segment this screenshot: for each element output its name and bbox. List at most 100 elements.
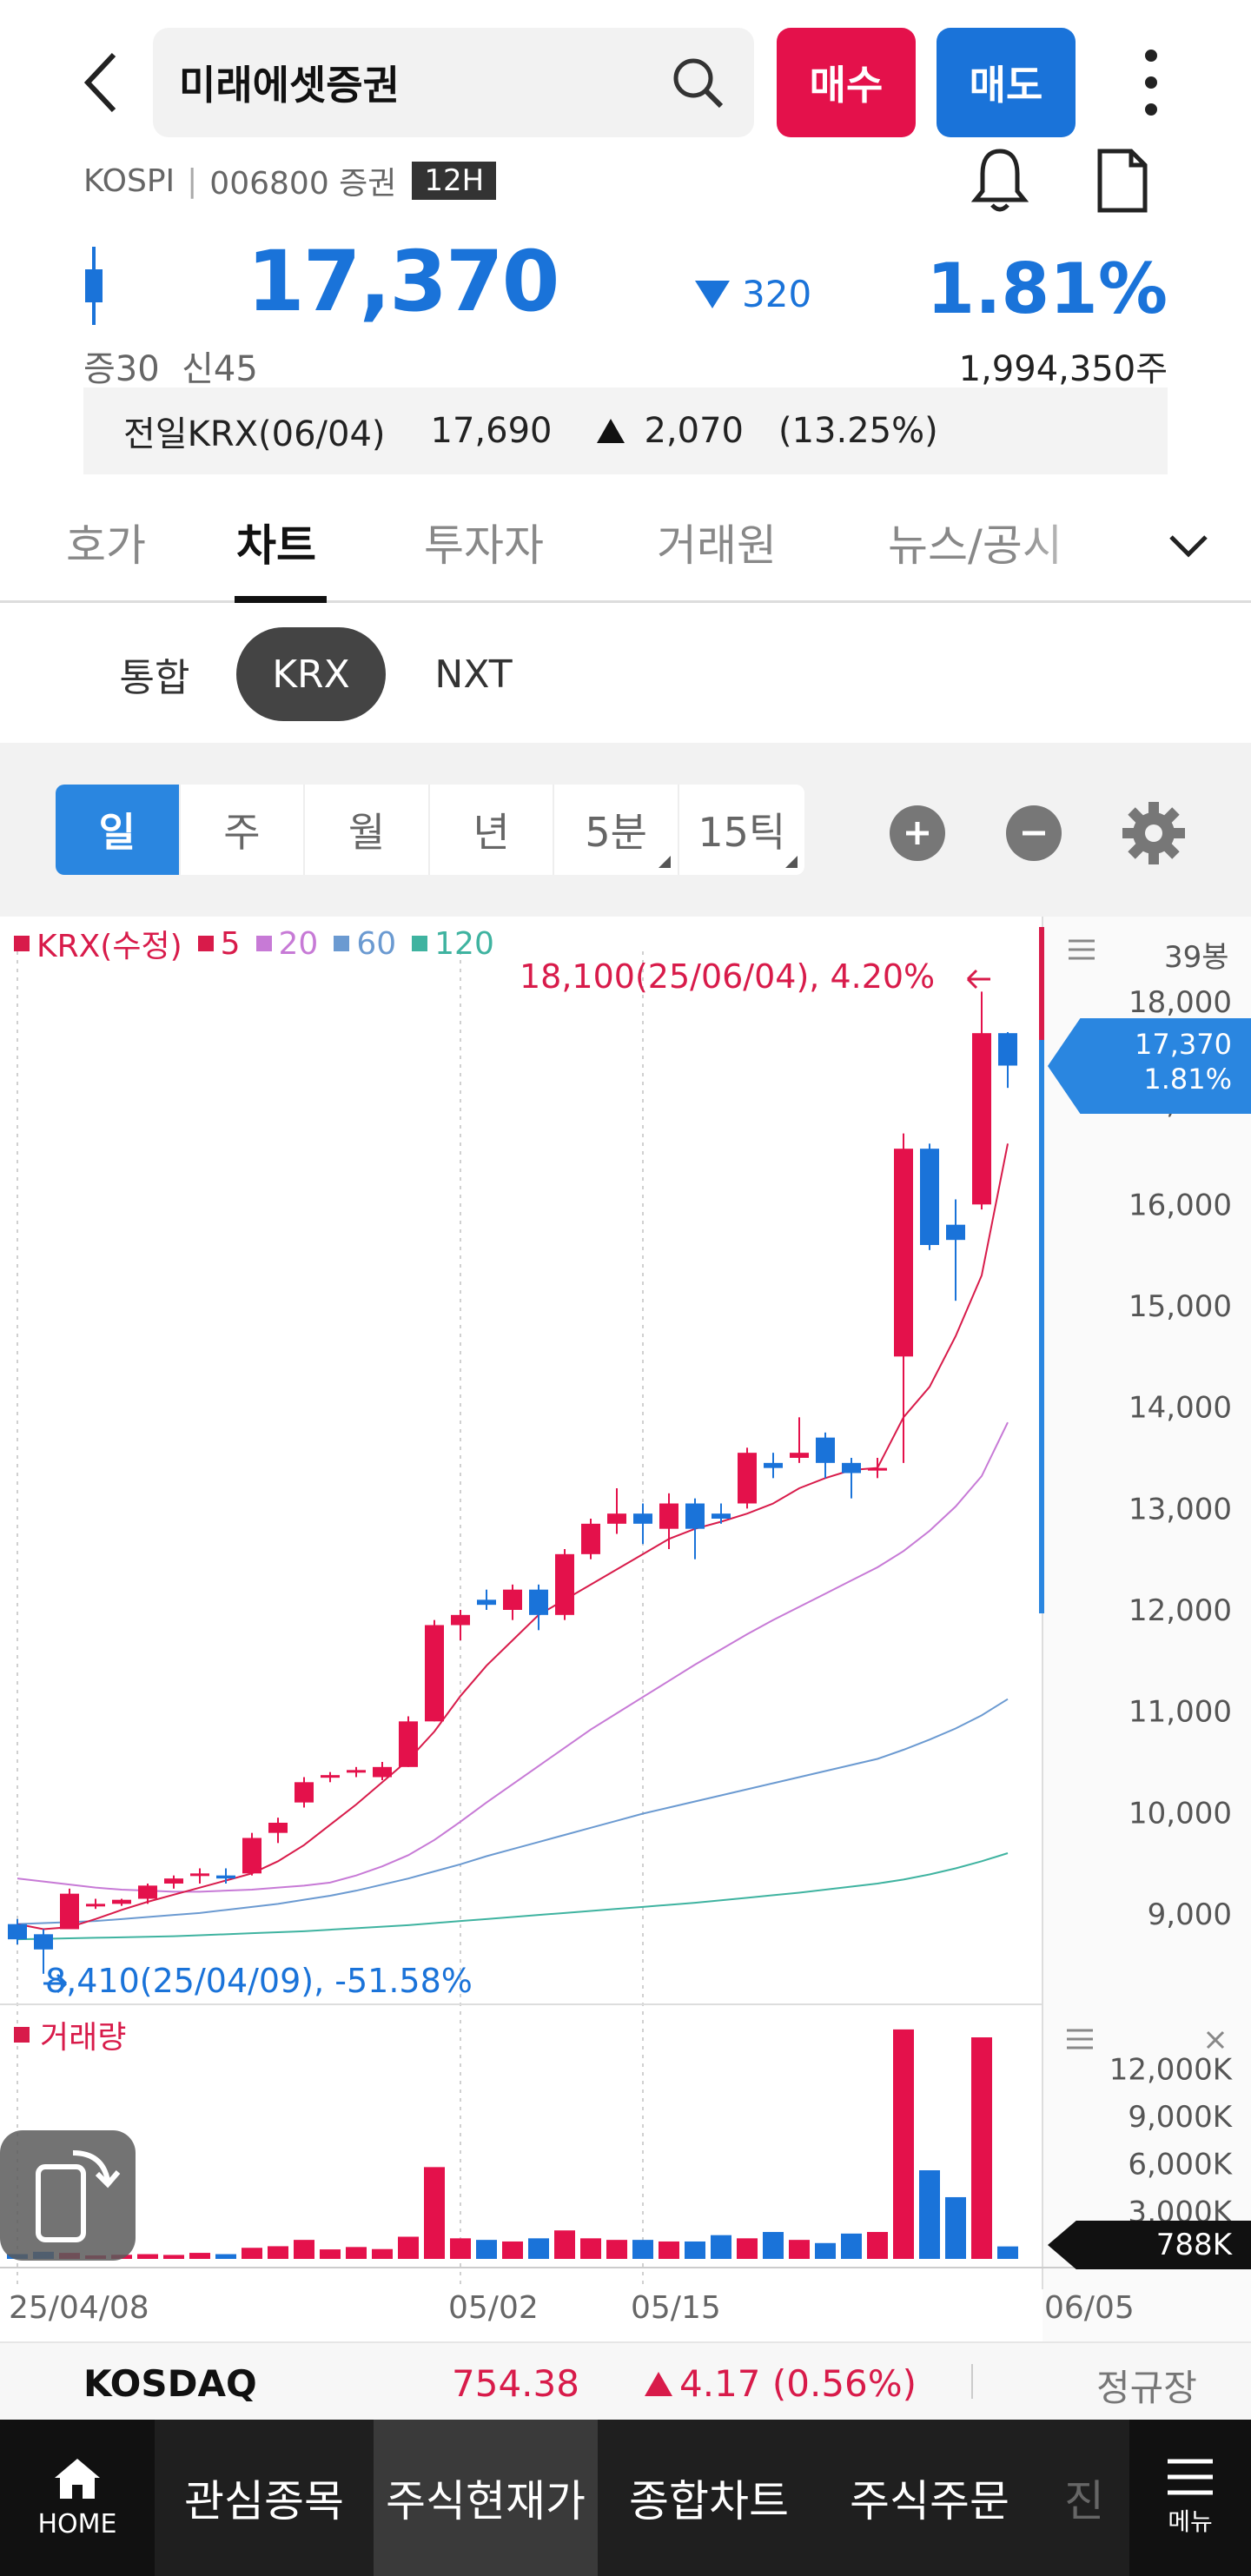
tab-broker[interactable]: 거래원 bbox=[657, 520, 777, 571]
prev-change: 2,070 bbox=[644, 411, 744, 451]
period-year[interactable]: 년 bbox=[430, 785, 555, 875]
down-triangle-icon bbox=[695, 280, 730, 308]
candle-body bbox=[894, 1149, 913, 1357]
dropdown-corner-icon bbox=[784, 856, 798, 868]
active-tab-indicator bbox=[235, 596, 327, 603]
more-vertical-icon[interactable] bbox=[1129, 43, 1173, 122]
tab-investor[interactable]: 투자자 bbox=[424, 520, 544, 571]
nav-menu-label: 메뉴 bbox=[1168, 2507, 1213, 2536]
price-tick-label: 18,000 bbox=[1129, 985, 1232, 1020]
volume-bar bbox=[502, 2241, 523, 2259]
volume-bar bbox=[945, 2196, 966, 2259]
detail-tabs: 호가 차트 투자자 거래원 뉴스/공시 bbox=[0, 487, 1251, 603]
volume-bar bbox=[294, 2240, 314, 2259]
zoom-in-button[interactable] bbox=[890, 805, 945, 861]
volume-tick-label: 12,000K bbox=[1109, 2052, 1234, 2087]
chevron-down-icon[interactable] bbox=[1166, 523, 1211, 568]
high-annotation: 18,100(25/06/04), 4.20% bbox=[520, 957, 936, 996]
volume-title: 거래량 bbox=[14, 2012, 126, 2057]
candle-body bbox=[816, 1437, 835, 1463]
period-week[interactable]: 주 bbox=[181, 785, 306, 875]
candle-body bbox=[946, 1224, 965, 1241]
volume-bar bbox=[215, 2254, 236, 2259]
period-minute-label: 5분 bbox=[585, 809, 647, 856]
price-tick-label: 13,000 bbox=[1129, 1492, 1232, 1526]
nav-home[interactable]: HOME bbox=[0, 2420, 155, 2576]
candle-chart[interactable]: 9,000 10,000 11,000 12,000 13,000 14,000 15,00… bbox=[0, 917, 1251, 2341]
nav-chart[interactable]: 종합차트 bbox=[629, 2476, 789, 2526]
zoom-out-button[interactable] bbox=[1006, 805, 1062, 861]
nav-current-price[interactable]: 주식현재가 bbox=[374, 2420, 598, 2576]
period-minute[interactable]: 5분 bbox=[554, 785, 679, 875]
search-icon[interactable] bbox=[671, 56, 725, 109]
tab-chart[interactable]: 차트 bbox=[236, 520, 316, 571]
candle-body bbox=[712, 1513, 731, 1519]
period-day[interactable]: 일 bbox=[56, 785, 181, 875]
price-tick-label: 12,000 bbox=[1129, 1593, 1232, 1628]
market-info: KOSPI | 006800 증권 12H bbox=[83, 158, 497, 203]
nav-home-label: HOME bbox=[37, 2508, 117, 2540]
volume-swatch bbox=[14, 2027, 30, 2043]
volume-bar bbox=[580, 2238, 601, 2259]
chart-settings-icon[interactable] bbox=[1067, 938, 1096, 961]
candle-body bbox=[86, 1904, 105, 1907]
legend-main: KRX(수정) bbox=[36, 929, 182, 964]
range-bar-down bbox=[1039, 1040, 1044, 1613]
candle-body bbox=[373, 1766, 392, 1778]
nav-partial[interactable]: 진 bbox=[1064, 2476, 1104, 2526]
volume-tick-label: 6,000K bbox=[1128, 2148, 1233, 2182]
bell-icon[interactable] bbox=[971, 146, 1029, 215]
tab-orderbook[interactable]: 호가 bbox=[66, 520, 146, 571]
chart-legend: KRX(수정) 5 20 60 120 bbox=[14, 921, 494, 966]
nav-watchlist[interactable]: 관심종목 bbox=[184, 2476, 344, 2526]
index-change: 4.17 (0.56%) bbox=[645, 2362, 917, 2405]
gear-icon[interactable] bbox=[1121, 800, 1187, 866]
nav-order[interactable]: 주식주문 bbox=[850, 2476, 1009, 2526]
legend-ma20: 20 bbox=[278, 925, 319, 962]
buy-button[interactable]: 매수 bbox=[777, 28, 916, 137]
candle-body bbox=[242, 1838, 261, 1874]
market-integrated[interactable]: 통합 bbox=[119, 656, 190, 700]
back-button[interactable] bbox=[70, 43, 130, 122]
volume-bar bbox=[997, 2246, 1018, 2259]
volume-bar bbox=[685, 2241, 705, 2259]
candle-body bbox=[581, 1523, 600, 1554]
volume-bar bbox=[554, 2230, 575, 2259]
stock-search-box[interactable]: 미래에셋증권 bbox=[153, 28, 754, 137]
market-session: 정규장 bbox=[1096, 2367, 1197, 2409]
price-tick-label: 10,000 bbox=[1129, 1796, 1232, 1831]
prev-percent: (13.25%) bbox=[778, 411, 938, 451]
price-change-value: 320 bbox=[742, 273, 812, 315]
market-nxt[interactable]: NXT bbox=[434, 652, 513, 697]
previous-close-bar: 전일KRX(06/04) 17,690 2,070 (13.25%) bbox=[83, 387, 1168, 474]
index-value: 754.38 bbox=[452, 2362, 579, 2405]
price-tick-label: 15,000 bbox=[1129, 1289, 1232, 1324]
volume-bar bbox=[919, 2170, 940, 2259]
volume-bar bbox=[711, 2235, 731, 2259]
axis-background bbox=[1042, 917, 1251, 2341]
market-krx[interactable]: KRX bbox=[236, 627, 386, 721]
close-icon bbox=[1206, 2030, 1225, 2050]
index-ticker[interactable]: KOSDAQ 754.38 4.17 (0.56%) 정규장 bbox=[0, 2341, 1251, 2420]
up-triangle-icon bbox=[597, 419, 626, 443]
sell-button[interactable]: 매도 bbox=[937, 28, 1076, 137]
volume-tick-label: 9,000K bbox=[1128, 2100, 1233, 2135]
candle-body bbox=[321, 1775, 340, 1778]
range-bar-up bbox=[1039, 927, 1044, 1040]
hamburger-icon bbox=[1168, 2459, 1213, 2495]
current-volume-tag: 788K bbox=[1048, 2221, 1251, 2269]
minus-icon bbox=[1023, 831, 1045, 836]
candle-body bbox=[164, 1878, 183, 1884]
ma60-line bbox=[17, 1698, 1009, 1925]
price-tick-label: 11,000 bbox=[1129, 1695, 1232, 1730]
volume-bar bbox=[659, 2241, 679, 2259]
chart-area[interactable]: 9,000 10,000 11,000 12,000 13,000 14,000 15,00… bbox=[0, 917, 1251, 2341]
nav-menu[interactable]: 메뉴 bbox=[1129, 2420, 1251, 2576]
period-month[interactable]: 월 bbox=[305, 785, 430, 875]
volume-bar bbox=[242, 2248, 262, 2259]
chevron-left-icon bbox=[83, 52, 116, 113]
volume-bar bbox=[476, 2240, 497, 2259]
rotate-screen-button[interactable] bbox=[0, 2130, 136, 2261]
document-icon[interactable] bbox=[1096, 148, 1148, 214]
period-tick[interactable]: 15틱 bbox=[679, 785, 804, 875]
